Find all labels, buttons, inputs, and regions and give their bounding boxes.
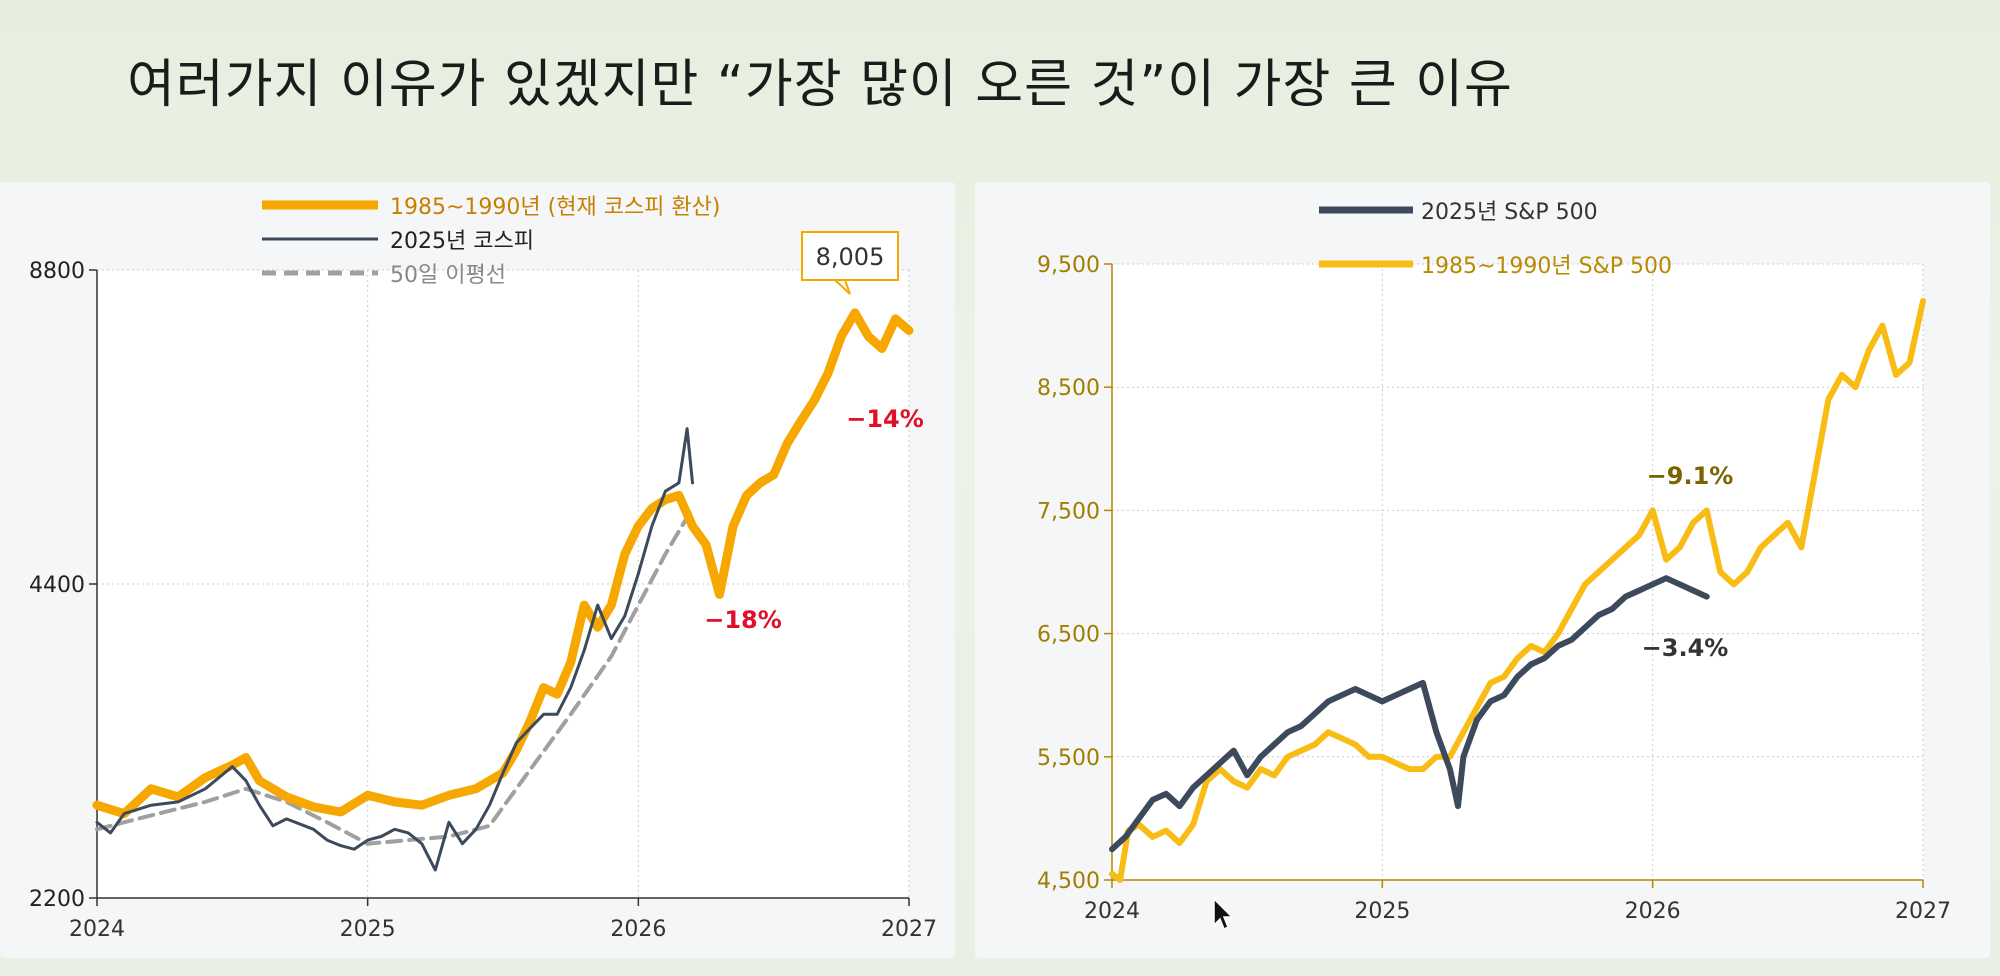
legend-label-yellow: 1985~1990년 S&P 500 — [1421, 254, 1672, 279]
sp500-chart-panel: 4,500 5,500 6,500 7,500 8,500 9,500 2024 2025 2… — [975, 182, 1990, 958]
plot-area — [1112, 264, 1923, 880]
y-tick-labels: 2200 4400 8800 — [29, 259, 85, 912]
peak-label: 8,005 — [816, 243, 885, 271]
legend-label-dark: 2025년 S&P 500 — [1421, 200, 1598, 225]
y-tick-label: 8800 — [29, 259, 85, 284]
x-tick-label: 2026 — [1625, 899, 1681, 924]
x-tick-labels: 2024 2025 2026 2027 — [69, 917, 937, 942]
series-line-sp500-2025 — [1109, 575, 1710, 853]
series-line-kospi-1985 — [92, 308, 914, 819]
x-tick-label: 2024 — [1084, 899, 1140, 924]
x-tick-label: 2027 — [881, 917, 937, 942]
x-tick-label: 2027 — [1895, 899, 1951, 924]
y-tick-label: 8,500 — [1037, 376, 1100, 401]
series-line-kospi-2025 — [95, 427, 694, 872]
mouse-cursor-icon — [1213, 897, 1234, 931]
x-tick-label: 2025 — [1354, 899, 1410, 924]
drop-label-18: −18% — [704, 606, 782, 634]
legend: 2025년 S&P 500 1985~1990년 S&P 500 — [1319, 200, 1672, 279]
series-line-sp500-1985 — [1109, 298, 1926, 883]
legend-label-orange: 1985~1990년 (현재 코스피 환산) — [390, 195, 720, 220]
y-tick-label: 5,500 — [1037, 746, 1100, 771]
legend-label-dark: 2025년 코스피 — [390, 229, 534, 254]
kospi-chart-panel: 2200 4400 8800 2024 2025 2026 2027 1985~1990년… — [0, 182, 955, 958]
legend-label-gray: 50일 이평선 — [390, 263, 506, 288]
series-lines — [92, 308, 914, 872]
y-tick-label: 9,500 — [1037, 253, 1100, 278]
grid — [89, 269, 910, 906]
grid — [1104, 263, 1924, 888]
series-lines — [1109, 298, 1926, 883]
drop-label-3-4: −3.4% — [1642, 634, 1729, 662]
peak-callout: 8,005 — [801, 231, 899, 295]
x-tick-labels: 2024 2025 2026 2027 — [1084, 899, 1951, 924]
drop-label-9-1: −9.1% — [1647, 462, 1734, 490]
x-tick-label: 2026 — [610, 917, 666, 942]
legend: 1985~1990년 (현재 코스피 환산) 2025년 코스피 50일 이평선 — [262, 195, 720, 288]
series-line-ma50 — [95, 506, 695, 846]
y-tick-label: 6,500 — [1037, 623, 1100, 648]
x-tick-label: 2024 — [69, 917, 125, 942]
y-tick-labels: 4,500 5,500 6,500 7,500 8,500 9,500 — [1037, 253, 1100, 894]
page-title: 여러가지 이유가 있겠지만 “가장 많이 오른 것”이 가장 큰 이유 — [127, 55, 1513, 115]
y-tick-label: 7,500 — [1037, 499, 1100, 524]
drop-label-14: −14% — [846, 405, 924, 433]
y-tick-label: 2200 — [29, 887, 85, 912]
kospi-chart: 2200 4400 8800 2024 2025 2026 2027 1985~1990년… — [29, 195, 937, 942]
x-tick-label: 2025 — [340, 917, 396, 942]
y-tick-label: 4400 — [29, 573, 85, 598]
y-tick-label: 4,500 — [1037, 869, 1100, 894]
